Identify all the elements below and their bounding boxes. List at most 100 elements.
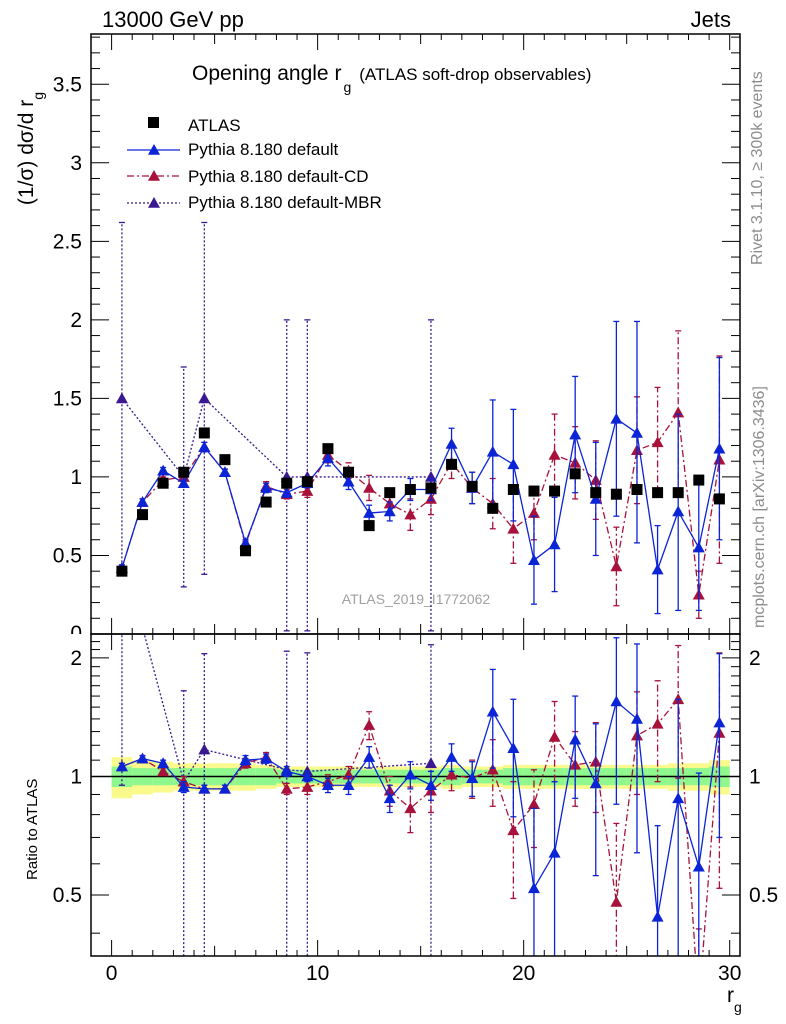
ratio-point-default bbox=[198, 782, 211, 794]
main-y-axis-label: (1/σ) dσ/d rg bbox=[15, 92, 46, 205]
ratio-point-default bbox=[260, 752, 273, 764]
main-point-default bbox=[630, 426, 643, 438]
main-point-default bbox=[692, 541, 705, 553]
main-point-atlas bbox=[178, 466, 190, 478]
main-point-default bbox=[136, 496, 149, 507]
ratio-line-default bbox=[121, 700, 721, 917]
ratio-frame bbox=[90, 633, 741, 957]
ratio-point-default bbox=[527, 882, 540, 894]
main-line-mbr bbox=[121, 397, 431, 479]
main-point-atlas bbox=[343, 466, 355, 478]
ratio-panel-series bbox=[115, 634, 726, 1012]
main-point-default bbox=[651, 563, 664, 575]
legend-marker-cd bbox=[148, 170, 160, 181]
main-point-default bbox=[342, 475, 355, 487]
main-point-atlas bbox=[446, 458, 458, 470]
main-point-atlas bbox=[137, 509, 149, 521]
main-point-default bbox=[218, 466, 231, 478]
ratio-series-mbr bbox=[118, 634, 437, 956]
main-point-atlas bbox=[301, 476, 313, 488]
ratio-point-cd bbox=[486, 763, 499, 775]
ratio-point-default bbox=[136, 752, 149, 764]
analysis-watermark: ATLAS_2019_I1772062 bbox=[342, 591, 491, 607]
plot-title: Opening angle rg (ATLAS soft-drop observa… bbox=[192, 62, 591, 95]
main-point-atlas bbox=[652, 487, 664, 499]
main-point-cd bbox=[548, 448, 561, 460]
main-point-default bbox=[260, 481, 273, 493]
main-y-axis-label-main: (1/σ) dσ/d r bbox=[15, 100, 38, 205]
main-line-cd bbox=[121, 410, 721, 595]
main-series-atlas bbox=[116, 427, 725, 577]
ratio-point-cd bbox=[301, 781, 314, 792]
x-axis-label-sub: g bbox=[734, 999, 742, 1015]
ratio-point-cd bbox=[693, 1001, 705, 1012]
ratio-point-cd bbox=[404, 802, 417, 814]
ratio-point-default bbox=[466, 772, 479, 783]
ratio-point-default bbox=[672, 792, 685, 804]
ratio-point-default bbox=[589, 777, 602, 789]
ratio-point-cd bbox=[548, 730, 561, 742]
main-point-atlas bbox=[713, 493, 725, 505]
ratio-y-axis-label: Ratio to ATLAS bbox=[24, 779, 41, 880]
x-axis-label: rg bbox=[727, 984, 742, 1015]
legend-label-cd: Pythia 8.180 default-CD bbox=[188, 167, 369, 186]
ratio-point-cd bbox=[445, 768, 458, 780]
main-point-atlas bbox=[404, 483, 416, 495]
ratio-y-tick-label: 1 bbox=[70, 765, 82, 788]
rivet-label: Rivet 3.1.10, ≥ 300k events bbox=[749, 71, 766, 265]
main-point-atlas bbox=[219, 454, 231, 466]
main-point-atlas bbox=[322, 443, 334, 455]
ratio-point-default bbox=[404, 768, 417, 780]
x-tick-label: 20 bbox=[512, 962, 535, 985]
main-point-default bbox=[713, 442, 726, 454]
ratio-point-mbr bbox=[198, 743, 211, 755]
ratio-y-axis-label-text: Ratio to ATLAS bbox=[24, 779, 41, 880]
ratio-point-default bbox=[424, 779, 437, 791]
main-point-atlas bbox=[631, 483, 643, 495]
main-point-atlas bbox=[384, 487, 396, 499]
main-point-atlas bbox=[260, 496, 272, 508]
main-point-default bbox=[486, 445, 499, 457]
main-point-default bbox=[610, 412, 623, 424]
main-point-cd bbox=[507, 522, 520, 534]
ratio-point-mbr bbox=[424, 757, 437, 769]
ratio-series-cd bbox=[115, 644, 726, 1012]
main-point-default bbox=[569, 428, 582, 440]
main-point-default bbox=[672, 505, 685, 517]
ratio-point-default bbox=[445, 751, 458, 762]
main-point-cd bbox=[527, 507, 540, 518]
ratio-point-default bbox=[280, 765, 293, 777]
axes-frame: 0 10 20 30 0.5 1 1.5 2 2.5 3 3.5 0 0.5 0.5 1 1 2 2 bbox=[53, 33, 778, 985]
legend-marker-atlas bbox=[148, 117, 159, 128]
main-point-default bbox=[363, 507, 376, 518]
ratio-series-default bbox=[115, 637, 726, 956]
ratio-point-default bbox=[548, 846, 561, 858]
x-tick-label: 30 bbox=[718, 962, 741, 985]
ratio-point-default bbox=[713, 716, 726, 728]
main-point-atlas bbox=[198, 427, 210, 439]
main-point-default bbox=[383, 505, 396, 517]
ratio-point-default bbox=[321, 779, 334, 791]
plot-title-main: Opening angle r bbox=[192, 62, 341, 85]
main-point-mbr bbox=[115, 392, 128, 404]
ratio-point-default bbox=[610, 695, 623, 707]
main-point-cd bbox=[651, 436, 664, 448]
main-point-atlas bbox=[281, 477, 293, 489]
main-point-atlas bbox=[116, 565, 128, 577]
ratio-point-default bbox=[569, 733, 582, 745]
ratio-point-default bbox=[177, 781, 190, 792]
main-point-default bbox=[177, 477, 190, 489]
legend-label-default: Pythia 8.180 default bbox=[188, 140, 339, 159]
plot-title-sub: g bbox=[343, 79, 351, 95]
x-tick-label: 10 bbox=[306, 962, 329, 985]
ratio-point-cd bbox=[651, 717, 664, 729]
main-point-default bbox=[280, 486, 293, 498]
main-point-atlas bbox=[507, 483, 519, 495]
main-point-atlas bbox=[693, 474, 705, 486]
ratio-point-cd bbox=[610, 895, 623, 907]
main-point-atlas bbox=[590, 487, 602, 499]
main-point-default bbox=[157, 464, 170, 476]
main-y-tick-label: 1.5 bbox=[53, 387, 82, 410]
main-point-atlas bbox=[672, 487, 684, 499]
main-point-atlas bbox=[425, 482, 437, 494]
